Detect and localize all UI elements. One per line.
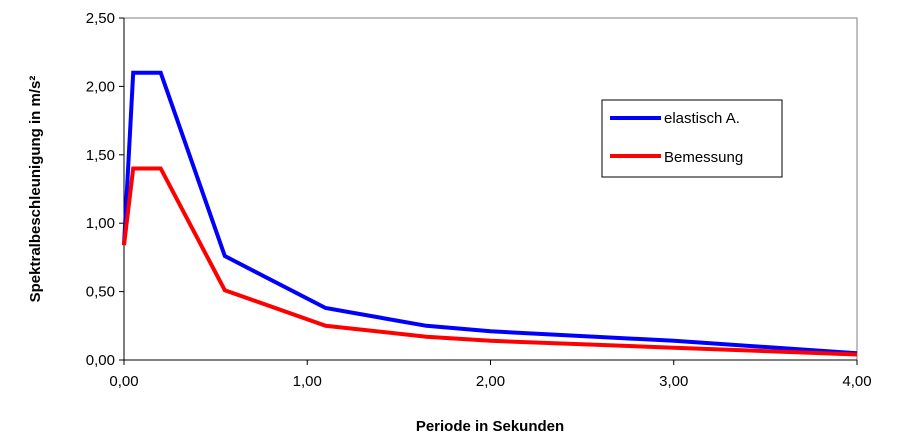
y-axis-title: Spektralbeschleunigung in m/s² [27,76,44,303]
legend-box [601,99,783,178]
y-tick-label: 0,00 [86,352,115,369]
x-tick-label: 2,00 [476,373,505,390]
x-tick-label: 4,00 [842,373,871,390]
legend-label-elastisch: elastisch A. [664,110,740,127]
x-axis: 0,00 1,00 2,00 3,00 4,00 [109,360,872,390]
y-tick-label: 1,00 [86,215,115,232]
y-axis: 0,00 0,50 1,00 1,50 2,00 2,50 [86,10,124,369]
y-tick-label: 2,00 [86,78,115,95]
series-layer [122,70,858,357]
x-tick-label: 1,00 [293,373,322,390]
x-tick-label: 0,00 [109,373,138,390]
series-line-bemessung [122,166,858,357]
legend: elastisch A. Bemessung [601,99,783,178]
y-tick-label: 1,50 [86,147,115,164]
x-axis-title: Periode in Sekunden [416,418,564,435]
x-tick-label: 3,00 [659,373,688,390]
series-line-elastisch [122,70,858,356]
y-tick-label: 0,50 [86,284,115,301]
plot-area [123,17,858,361]
legend-label-bemessung: Bemessung [664,149,743,166]
y-tick-label: 2,50 [86,10,115,27]
